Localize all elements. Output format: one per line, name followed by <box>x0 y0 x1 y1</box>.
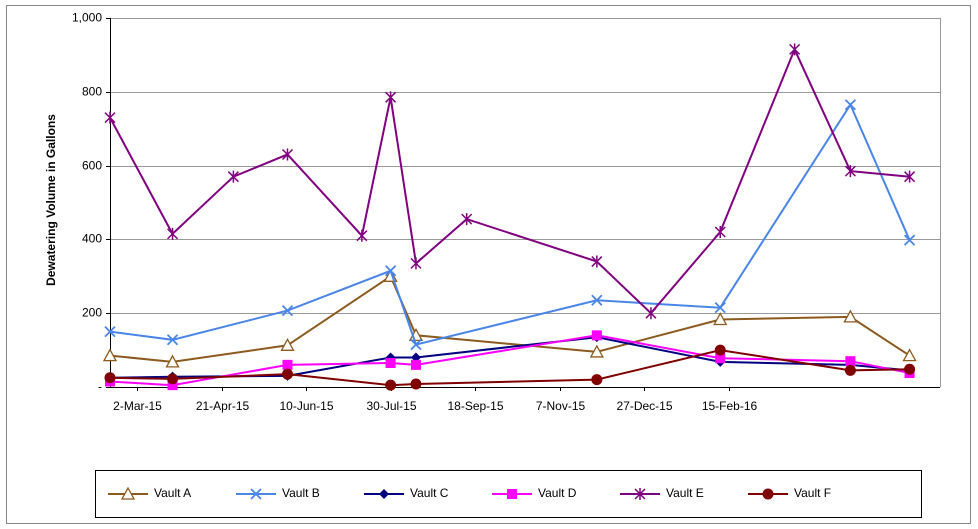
marker <box>104 326 116 338</box>
legend-label: Vault E <box>666 486 704 500</box>
marker <box>591 255 603 268</box>
marker <box>591 330 602 341</box>
x-tick-label: 30-Jul-15 <box>366 399 416 413</box>
marker <box>789 43 801 56</box>
y-tick-label: 200 <box>82 306 102 320</box>
marker <box>165 354 180 368</box>
marker <box>356 229 368 242</box>
x-tick-label: 2-Mar-15 <box>113 399 162 413</box>
marker <box>714 226 726 239</box>
marker <box>845 356 856 367</box>
y-axis-label: Dewatering Volume in Gallons <box>44 114 58 286</box>
x-tick-label: 27-Dec-15 <box>616 399 672 413</box>
x-tick-label: 10-Jun-15 <box>279 399 333 413</box>
marker <box>280 337 295 351</box>
marker <box>843 309 858 323</box>
legend-label: Vault D <box>538 486 577 500</box>
legend-label: Vault B <box>282 486 320 500</box>
marker <box>461 213 473 226</box>
marker <box>903 234 916 246</box>
marker <box>902 348 917 362</box>
marker <box>104 111 116 124</box>
marker <box>102 348 118 362</box>
y-tick-label: - <box>98 380 102 394</box>
legend-marker <box>120 486 136 500</box>
chart-frame <box>6 5 971 524</box>
series <box>102 268 917 368</box>
marker <box>844 99 857 111</box>
marker <box>385 358 396 369</box>
marker <box>591 294 603 306</box>
marker <box>904 363 916 375</box>
legend-label: Vault F <box>794 486 831 500</box>
legend-label: Vault A <box>154 486 191 500</box>
marker <box>167 373 179 385</box>
y-tick-label: 1,000 <box>72 11 102 25</box>
x-tick-label: 21-Apr-15 <box>196 399 250 413</box>
series <box>104 344 916 391</box>
marker <box>591 374 603 386</box>
legend-marker <box>507 489 517 499</box>
series <box>104 43 916 320</box>
marker <box>410 359 421 370</box>
marker <box>385 91 397 104</box>
y-tick-label: 600 <box>82 159 102 173</box>
marker <box>281 368 293 380</box>
marker <box>713 312 728 326</box>
marker <box>167 380 178 391</box>
marker <box>167 227 179 240</box>
marker <box>104 372 116 384</box>
marker <box>645 307 657 320</box>
y-tick-label: 400 <box>82 232 102 246</box>
marker <box>166 334 179 346</box>
marker <box>410 338 422 351</box>
marker <box>714 302 726 314</box>
series <box>104 99 916 351</box>
marker <box>844 364 856 376</box>
legend-marker <box>762 488 774 500</box>
marker <box>281 304 294 317</box>
marker <box>589 344 604 358</box>
y-tick-label: 800 <box>82 85 102 99</box>
marker <box>714 344 726 356</box>
marker <box>904 170 916 183</box>
legend-label: Vault C <box>410 486 449 500</box>
marker <box>384 265 397 277</box>
marker <box>410 257 422 270</box>
marker <box>410 378 422 390</box>
x-tick-label: 18-Sep-15 <box>447 399 503 413</box>
marker <box>844 165 856 178</box>
marker <box>227 170 239 183</box>
marker <box>282 359 293 370</box>
x-tick-label: 7-Nov-15 <box>536 399 586 413</box>
legend-marker <box>379 489 389 499</box>
marker <box>385 379 397 391</box>
marker <box>281 148 294 161</box>
x-tick-label: 15-Feb-16 <box>702 399 758 413</box>
legend-marker <box>634 488 646 500</box>
marker <box>715 353 726 364</box>
legend-marker <box>250 488 262 500</box>
series-line <box>109 46 910 315</box>
